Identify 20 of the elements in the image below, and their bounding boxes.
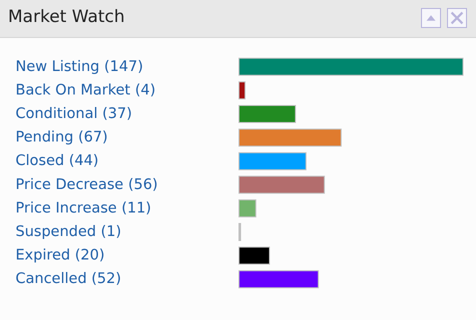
bar xyxy=(238,176,325,194)
bar xyxy=(238,58,464,76)
y-tick-label: New Listing (147) xyxy=(16,58,144,75)
y-tick-label: Pending (67) xyxy=(16,130,108,146)
bar xyxy=(238,246,270,265)
bar xyxy=(238,105,296,123)
text: Market Watch xyxy=(8,7,125,27)
bar xyxy=(238,270,319,288)
bar xyxy=(238,152,306,170)
y-tick-label: Closed (44) xyxy=(16,153,99,170)
y-tick-label: Conditional (37) xyxy=(16,106,132,122)
bar xyxy=(238,199,256,218)
y-tick-label: Back On Market (4) xyxy=(16,82,156,98)
y-tick-label: Price Decrease (56) xyxy=(16,176,158,193)
y-tick-label: Expired (20) xyxy=(16,248,105,264)
y-tick-label: Cancelled (52) xyxy=(16,271,122,288)
bar xyxy=(238,81,246,100)
bar xyxy=(238,128,342,147)
y-tick-label: Price Increase (11) xyxy=(16,200,152,216)
y-tick-label: Suspended (1) xyxy=(16,224,122,240)
